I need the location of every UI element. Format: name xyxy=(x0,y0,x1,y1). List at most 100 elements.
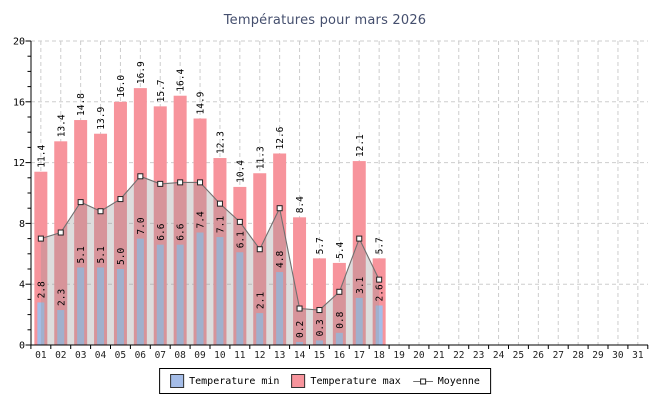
min-label-06: 7.0 xyxy=(136,217,147,234)
bar-min-12 xyxy=(256,313,264,345)
max-label-08: 16.4 xyxy=(176,69,187,92)
max-label-13: 12.6 xyxy=(275,126,286,149)
min-label-02: 2.3 xyxy=(56,289,67,306)
moyenne-line xyxy=(40,175,380,311)
bar-min-07 xyxy=(156,244,164,345)
moyenne-marker-16 xyxy=(336,288,343,295)
x-tick-label-06: 06 xyxy=(135,350,147,361)
x-tick-label-31: 31 xyxy=(632,350,644,361)
x-tick-label-25: 25 xyxy=(513,350,524,361)
min-label-10: 7.1 xyxy=(215,216,226,233)
x-tick-label-03: 03 xyxy=(75,350,86,361)
bar-min-11 xyxy=(236,252,244,345)
y-tick-label-16: 16 xyxy=(13,97,25,108)
bars-min xyxy=(37,232,383,345)
y-tick-label-20: 20 xyxy=(13,37,25,48)
max-label-10: 12.3 xyxy=(215,131,226,154)
min-label-05: 5.0 xyxy=(116,248,127,265)
moyenne-marker-06 xyxy=(137,173,144,180)
bar-min-17 xyxy=(355,297,363,345)
x-tick-label-19: 19 xyxy=(393,350,405,361)
x-tick-label-23: 23 xyxy=(473,350,484,361)
bar-min-10 xyxy=(216,237,224,345)
moyenne-marker-14 xyxy=(296,305,303,312)
moyenne-marker-icon xyxy=(412,378,433,384)
min-label-13: 4.8 xyxy=(275,251,286,268)
x-tick-label-14: 14 xyxy=(294,350,306,361)
x-tick-label-10: 10 xyxy=(214,350,226,361)
bar-min-13 xyxy=(276,272,284,345)
moyenne-area xyxy=(40,176,380,345)
chart-title: Températures pour mars 2026 xyxy=(223,13,427,28)
legend-label-moyenne: Moyenne xyxy=(437,375,480,387)
moyenne-marker-18 xyxy=(376,276,383,283)
bar-min-05 xyxy=(116,269,124,345)
x-tick-label-16: 16 xyxy=(334,350,346,361)
x-tick-label-13: 13 xyxy=(274,350,285,361)
max-label-01: 11.4 xyxy=(36,145,47,168)
bar-max-02 xyxy=(54,141,68,345)
x-tick-label-05: 05 xyxy=(115,350,126,361)
x-tick-label-04: 04 xyxy=(95,350,107,361)
moyenne-marker-12 xyxy=(256,246,263,253)
min-label-08: 6.6 xyxy=(176,223,187,240)
legend-item-max: Temperature max xyxy=(291,374,401,388)
value-labels: 11.4 13.4 14.8 13.9 16.0 16.9 15.7 16.4 14.9 12.3… xyxy=(36,61,385,338)
bar-min-01 xyxy=(37,302,45,345)
max-label-03: 14.8 xyxy=(76,93,87,116)
y-tick-label-0: 0 xyxy=(19,341,25,352)
moyenne-marker-11 xyxy=(236,218,243,225)
y-tick-label-12: 12 xyxy=(13,158,25,169)
x-tick-label-11: 11 xyxy=(234,350,246,361)
x-tick-label-27: 27 xyxy=(553,350,564,361)
axes xyxy=(25,40,649,349)
bar-min-15 xyxy=(315,340,323,345)
max-swatch-icon xyxy=(291,374,306,388)
legend-item-min: Temperature min xyxy=(170,374,279,388)
x-tick-label-26: 26 xyxy=(533,350,545,361)
moyenne-marker-03 xyxy=(77,199,84,206)
y-tick-labels: 0 4 8 12 16 20 xyxy=(13,37,25,352)
x-tick-label-07: 07 xyxy=(155,350,166,361)
moyenne-marker-05 xyxy=(117,196,124,203)
x-tick-label-28: 28 xyxy=(572,350,584,361)
moyenne-marker-08 xyxy=(177,179,184,186)
y-tick-label-8: 8 xyxy=(19,219,25,230)
max-label-04: 13.9 xyxy=(96,107,107,130)
bar-min-02 xyxy=(57,310,65,345)
x-tick-labels: 01 02 03 04 05 06 07 08 09 10 11 12 13 14 15 16 17 18 19 20… xyxy=(35,350,644,361)
x-tick-label-30: 30 xyxy=(612,350,624,361)
bar-min-06 xyxy=(136,238,144,345)
x-tick-label-18: 18 xyxy=(373,350,385,361)
moyenne-marker-09 xyxy=(197,179,204,186)
min-label-09: 7.4 xyxy=(196,211,207,228)
max-label-12: 11.3 xyxy=(255,146,266,169)
x-tick-label-01: 01 xyxy=(35,350,47,361)
min-label-16: 0.8 xyxy=(335,311,346,328)
x-tick-label-09: 09 xyxy=(194,350,206,361)
x-tick-label-15: 15 xyxy=(314,350,325,361)
min-label-11: 6.1 xyxy=(235,231,246,248)
x-tick-label-29: 29 xyxy=(592,350,604,361)
legend-label-min: Temperature min xyxy=(189,375,280,387)
max-label-17: 12.1 xyxy=(355,134,366,157)
moyenne-marker-02 xyxy=(57,229,64,236)
min-label-15: 0.3 xyxy=(315,319,326,336)
bar-min-18 xyxy=(375,305,383,345)
max-label-16: 5.4 xyxy=(335,241,346,258)
min-label-17: 3.1 xyxy=(355,276,366,293)
min-label-07: 6.6 xyxy=(156,223,167,240)
min-label-03: 5.1 xyxy=(76,246,87,263)
max-label-06: 16.9 xyxy=(136,61,147,84)
moyenne-marker-17 xyxy=(356,235,363,242)
y-tick-label-4: 4 xyxy=(19,280,25,291)
bar-min-03 xyxy=(77,267,85,345)
max-label-02: 13.4 xyxy=(56,114,67,137)
bar-max-14 xyxy=(293,217,307,345)
min-swatch-icon xyxy=(170,374,185,388)
bar-min-09 xyxy=(196,232,204,345)
moyenne-marker-15 xyxy=(316,307,323,314)
max-label-09: 14.9 xyxy=(196,91,207,114)
x-tick-label-21: 21 xyxy=(433,350,445,361)
